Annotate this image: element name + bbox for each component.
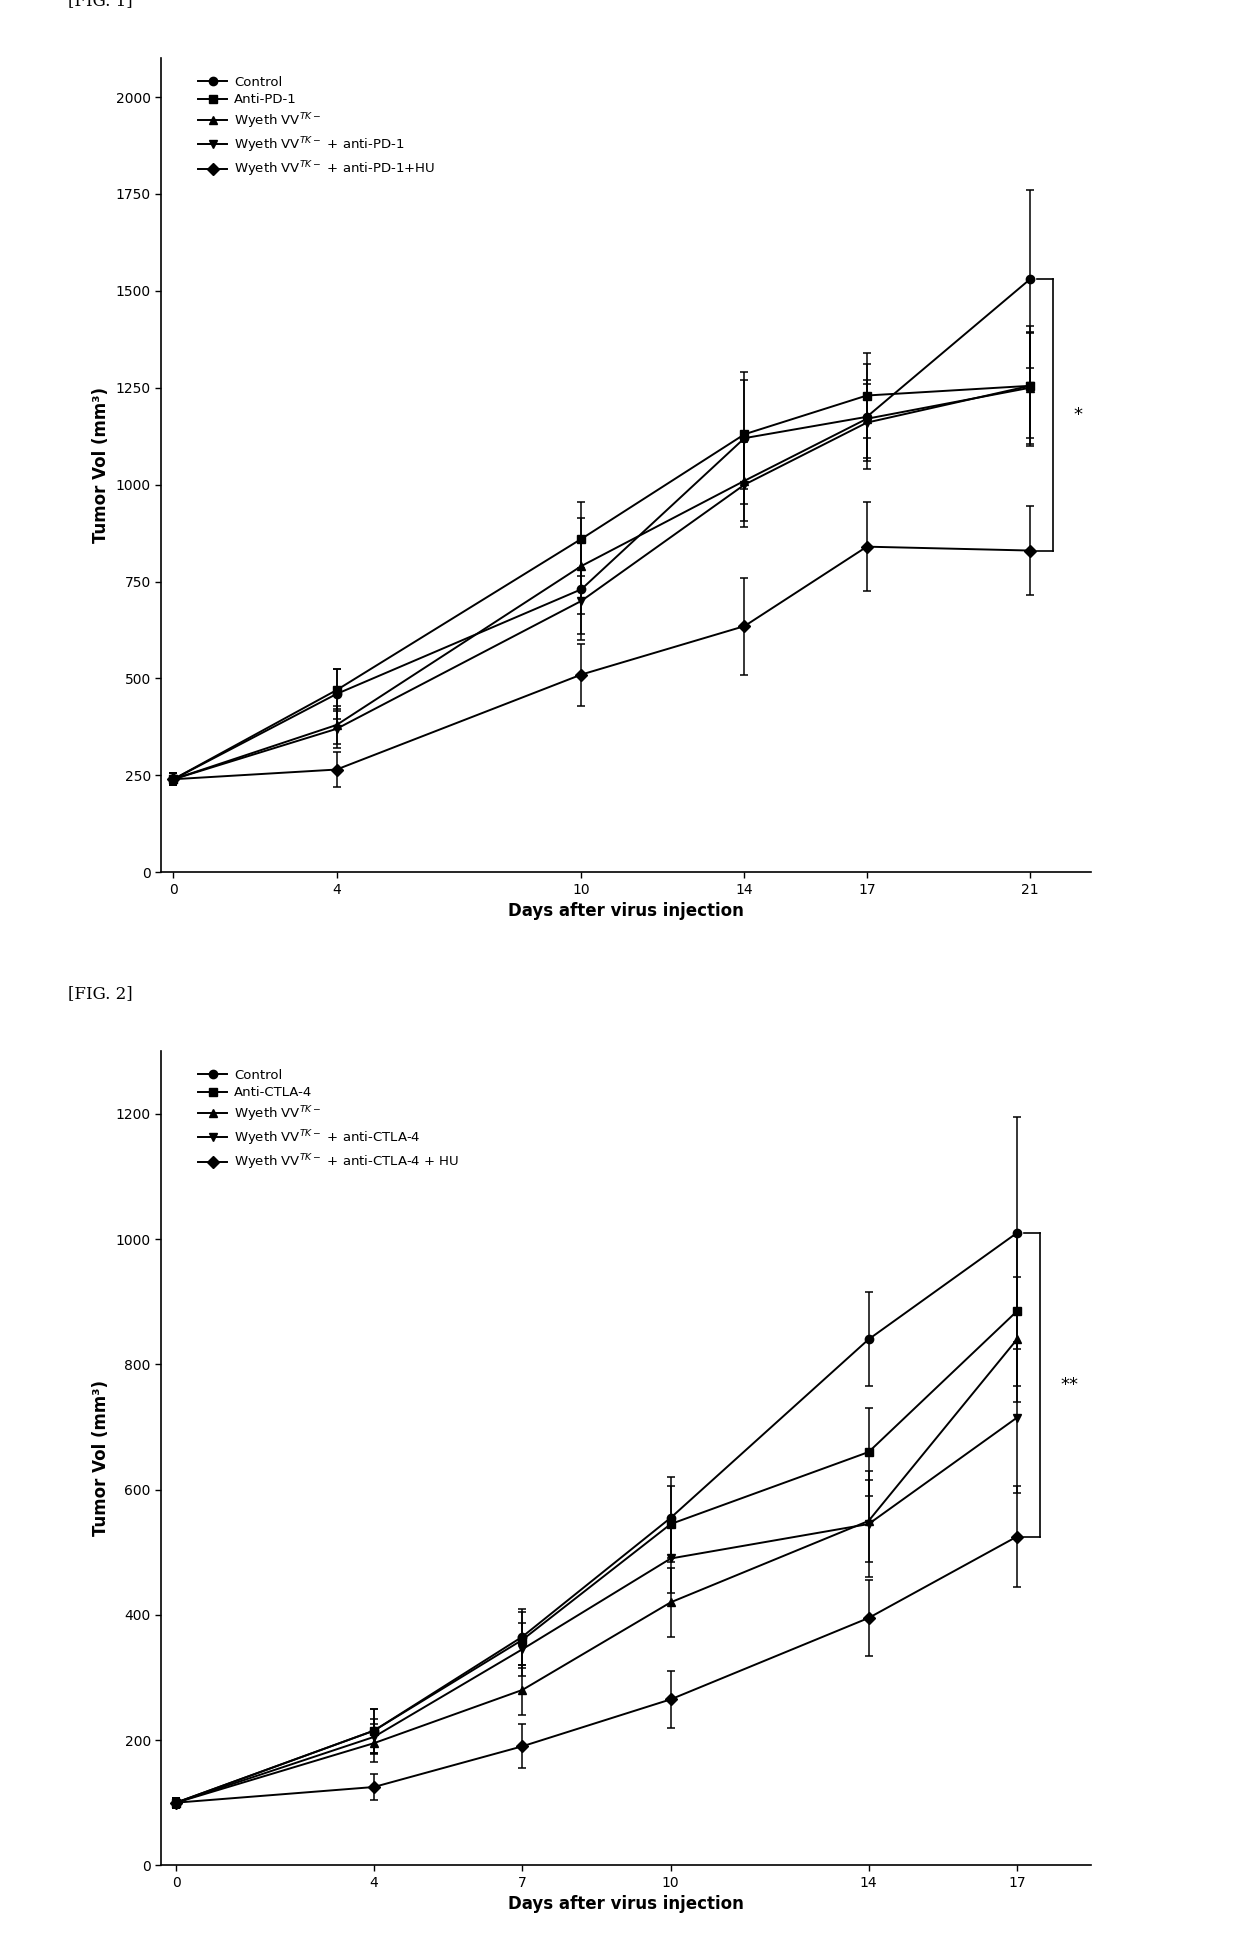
Legend: Control, Anti-PD-1, Wyeth VV$^{TK-}$, Wyeth VV$^{TK-}$ + anti-PD-1, Wyeth VV$^{T: Control, Anti-PD-1, Wyeth VV$^{TK-}$, Wy… [196, 74, 438, 181]
Y-axis label: Tumor Vol (mm³): Tumor Vol (mm³) [92, 387, 110, 544]
Text: [FIG. 1]: [FIG. 1] [68, 0, 133, 10]
X-axis label: Days after virus injection: Days after virus injection [508, 1894, 744, 1914]
Text: **: ** [1060, 1376, 1079, 1393]
Text: [FIG. 2]: [FIG. 2] [68, 985, 133, 1003]
Y-axis label: Tumor Vol (mm³): Tumor Vol (mm³) [92, 1380, 110, 1537]
Legend: Control, Anti-CTLA-4, Wyeth VV$^{TK-}$, Wyeth VV$^{TK-}$ + anti-CTLA-4, Wyeth VV: Control, Anti-CTLA-4, Wyeth VV$^{TK-}$, … [196, 1067, 463, 1176]
Text: *: * [1074, 406, 1083, 424]
X-axis label: Days after virus injection: Days after virus injection [508, 902, 744, 921]
